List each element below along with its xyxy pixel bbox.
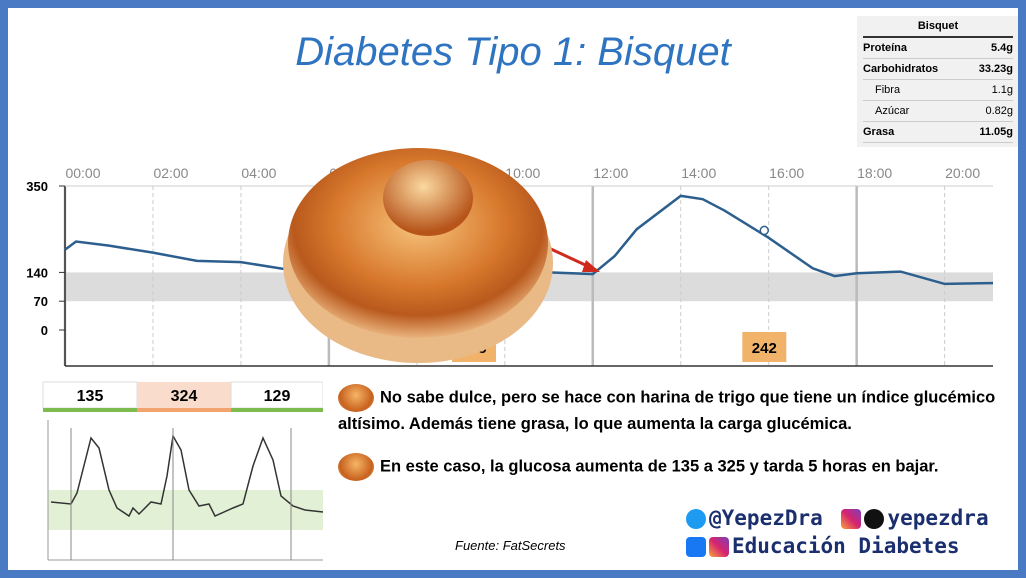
nutrition-row: Fibra 1.1g: [863, 80, 1013, 101]
nutrition-title: Bisquet: [863, 20, 1013, 38]
mini-bar: [43, 408, 137, 412]
mini-bar: [231, 408, 323, 412]
note: En este caso, la glucosa aumenta de 135 …: [338, 453, 1018, 481]
social-row: @YepezDra yepezdra: [686, 506, 989, 530]
arrow-head: [582, 260, 600, 272]
bun-icon: [338, 384, 374, 412]
nutrition-table: Bisquet Proteína 5.4g Carbohidratos 33.23g F…: [857, 16, 1018, 147]
y-tick-label: 0: [41, 323, 48, 338]
nutrition-value: 5.4g: [990, 42, 1013, 54]
mini-chart: 135 324 129: [33, 378, 323, 568]
x-tick-label: 20:00: [945, 165, 980, 181]
mini-line: [50, 433, 323, 518]
nutrition-label: Fibra: [875, 84, 901, 96]
twitter-icon: [686, 509, 706, 529]
mini-label: 135: [77, 388, 104, 405]
y-tick-label: 140: [26, 265, 48, 280]
note-text: En este caso, la glucosa aumenta de 135 …: [380, 457, 939, 476]
point-marker: [759, 225, 770, 236]
x-tick-label: 02:00: [153, 165, 188, 181]
nutrition-row: Proteína 5.4g: [863, 38, 1013, 59]
twitter: @YepezDra: [709, 506, 823, 530]
x-tick-label: 16:00: [769, 165, 804, 181]
mini-box: [230, 381, 323, 409]
nutrition-value: 1.1g: [991, 84, 1013, 96]
mini-label: 324: [171, 388, 198, 405]
facebook: Educación Diabetes: [732, 534, 960, 558]
glucose-chart: 00:0002:0004:0006:0008:0010:0012:0014:00…: [26, 148, 993, 367]
mini-bar: [137, 408, 231, 412]
note-text: No sabe dulce, pero se hace con harina d…: [338, 388, 996, 433]
glucose-line: [64, 194, 993, 286]
nutrition-label: Grasa: [863, 126, 895, 138]
facebook-icon: [686, 537, 706, 557]
x-tick-label: 18:00: [857, 165, 892, 181]
nutrition-row: Carbohidratos 33.23g: [863, 59, 1013, 80]
annotation: 242: [752, 340, 777, 357]
instagram-icon: [841, 509, 862, 529]
bun-icon: [338, 453, 374, 481]
nutrition-value: 0.82g: [985, 105, 1013, 117]
notes: No sabe dulce, pero se hace con harina d…: [338, 384, 1018, 497]
y-tick-label: 350: [26, 179, 48, 194]
bisquet-top: [383, 160, 473, 236]
mini-box: [137, 382, 231, 408]
social: @YepezDra yepezdra Educación Diabetes: [686, 506, 989, 558]
x-tick-label: 04:00: [241, 165, 276, 181]
nutrition-row: Grasa 11.05g: [863, 122, 1013, 143]
bisquet: [288, 148, 548, 338]
nutrition-label: Proteína: [863, 42, 908, 54]
social-row: Educación Diabetes: [686, 534, 989, 558]
nutrition-label: Azúcar: [875, 105, 910, 117]
source: Fuente: FatSecrets: [455, 538, 566, 553]
x-tick-label: 14:00: [681, 165, 716, 181]
note: No sabe dulce, pero se hace con harina d…: [338, 384, 1018, 437]
nutrition-row: Azúcar 0.82g: [863, 101, 1013, 122]
nutrition-value: 11.05g: [979, 126, 1013, 138]
nutrition-value: 33.23g: [978, 63, 1013, 75]
x-tick-label: 00:00: [65, 165, 100, 181]
instagram-icon: [709, 537, 729, 557]
x-tick-label: 12:00: [593, 165, 628, 181]
threads-icon: [864, 509, 885, 529]
mini-range: [48, 490, 323, 530]
y-tick-label: 70: [34, 294, 48, 309]
annotation-box: [742, 332, 787, 362]
nutrition-label: Carbohidratos: [863, 63, 939, 75]
title: Diabetes Tipo 1: Bisquet: [295, 30, 731, 74]
mini-label: 129: [264, 388, 291, 405]
x-tick-label: 10:00: [505, 165, 540, 181]
instagram: yepezdra: [887, 506, 989, 530]
